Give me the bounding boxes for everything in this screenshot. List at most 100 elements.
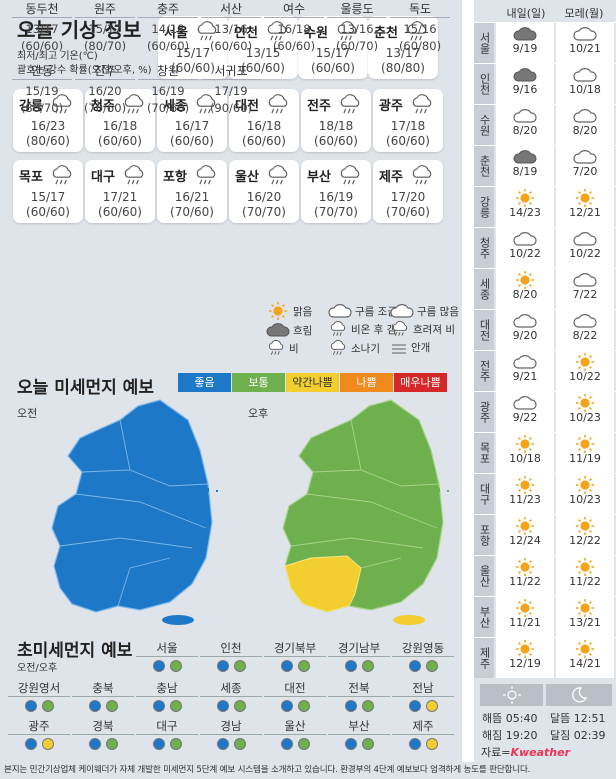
fine-dust-region: 대구 <box>136 718 198 753</box>
legend-label: 비온 후 갬 <box>351 323 397 336</box>
forecast-city: 전주 <box>474 351 494 391</box>
fine-dust-region: 대전 <box>264 680 326 715</box>
city-temp: 16/20 <box>246 190 282 204</box>
forecast-city: 포항 <box>474 515 494 555</box>
partly-cloudy-icon <box>556 230 614 248</box>
forecast-day1-temp: 9/16 <box>512 83 538 96</box>
forecast-day2: 8/20 <box>556 105 614 145</box>
sun-icon <box>556 640 614 658</box>
forecast-day1-temp: 12/19 <box>509 657 541 670</box>
main-panel: 오늘 기상 정보 최저/최고 기온(℃) 괄호는 강수 확률(오전/오후, %)… <box>0 0 462 762</box>
legend-label: 흐려져 비 <box>413 323 455 336</box>
forecast-row: 청주 10/22 10/22 <box>474 227 616 268</box>
footer-note: 본지는 민간기상업체 케이웨더가 자체 개발한 미세먼지 5단계 예보 시스템을… <box>0 762 616 779</box>
small-city-temp: 16/18 <box>277 22 311 36</box>
pm-label: 오후 <box>248 407 269 420</box>
rain-icon <box>49 94 79 118</box>
region-name: 제주 <box>392 718 454 735</box>
small-city-prob: (60/60) <box>272 39 316 53</box>
small-city-prob: (70/60) <box>83 101 127 115</box>
region-name: 세종 <box>200 680 262 697</box>
forecast-row: 대구 11/23 10/23 <box>474 473 616 514</box>
legend-item: 흐림 <box>266 321 312 339</box>
small-city-temp: 15/17 <box>88 22 122 36</box>
forecast-row: 목포 10/18 11/19 <box>474 432 616 473</box>
rain-clearing-icon <box>328 321 351 337</box>
forecast-row: 인천 9/16 10/18 <box>474 63 616 104</box>
am-dot <box>280 660 293 672</box>
city-card: 인천 13/15 (60/60) <box>228 16 298 79</box>
fine-dust-region: 인천 <box>200 640 262 675</box>
forecast-day1: 8/20 <box>496 105 554 145</box>
forecast-day2: 7/20 <box>556 146 614 186</box>
pm-dot <box>361 660 374 672</box>
forecast-city: 강릉 <box>474 187 494 227</box>
sun-icon <box>496 189 554 207</box>
legend-label: 안개 <box>411 342 431 354</box>
partly-cloudy-icon <box>328 302 355 320</box>
fine-dust-region: 부산 <box>328 718 390 753</box>
region-name: 서울 <box>136 640 198 657</box>
rain-icon <box>264 21 294 45</box>
forecast-day1: 11/23 <box>496 474 554 514</box>
forecast-day2: 10/21 <box>556 23 614 63</box>
fine-dust-region: 충북 <box>72 680 134 715</box>
small-city: 안동 15/19 (80/70) <box>12 62 72 117</box>
small-city-prob: (60/60) <box>146 39 190 53</box>
legend-label: 흐림 <box>293 324 313 337</box>
dust-level-1: 보통 <box>232 373 285 392</box>
forecast-row: 부산 11/21 13/21 <box>474 596 616 637</box>
city-name: 청주 <box>91 99 115 114</box>
legend-item: 안개 <box>390 340 430 355</box>
forecast-row: 전주 9/21 10/22 <box>474 350 616 391</box>
small-city-name: 여수 <box>264 0 324 18</box>
fine-dust-region: 세종 <box>200 680 262 715</box>
rain-icon <box>334 21 364 45</box>
city-temp: 15/17 <box>175 46 211 60</box>
city-prob: (70/70) <box>314 205 358 219</box>
small-city: 동두천 13/17 (60/60) <box>12 0 72 55</box>
rain-icon <box>266 340 289 356</box>
am-dot <box>408 660 421 672</box>
forecast-row: 수원 8/20 8/20 <box>474 104 616 145</box>
small-city-prob: (90/60) <box>209 101 253 115</box>
region-name: 부산 <box>328 718 390 735</box>
small-city-name: 독도 <box>390 0 450 18</box>
city-name: 제주 <box>379 170 403 185</box>
am-dot <box>88 738 101 750</box>
forecast-city: 서울 <box>474 23 494 63</box>
sun-icon <box>496 476 554 494</box>
forecast-city: 대전 <box>474 310 494 350</box>
forecast-day2-temp: 11/19 <box>569 452 601 465</box>
city-card: 대전 16/18 (60/60) <box>229 89 299 152</box>
small-city: 창원 16/19 (70/60) <box>138 62 198 117</box>
region-name: 경기북부 <box>264 640 326 657</box>
forecast-day2-temp: 7/22 <box>572 288 598 301</box>
small-city-prob: (80/70) <box>83 39 127 53</box>
forecast-day2-temp: 8/22 <box>572 329 598 342</box>
small-city-temp: 13/16 <box>214 22 248 36</box>
sun-icon <box>496 599 554 617</box>
am-dot <box>152 738 165 750</box>
am-dot <box>88 700 101 712</box>
forecast-day2-temp: 8/20 <box>572 124 598 137</box>
fine-dust-region: 전남 <box>392 680 454 715</box>
forecast-day1: 12/24 <box>496 515 554 555</box>
sun-icon <box>266 302 293 320</box>
city-name: 강릉 <box>19 99 43 114</box>
moonset: 달짐 02:39 <box>550 729 606 742</box>
forecast-row: 포항 12/24 12/22 <box>474 514 616 555</box>
forecast-day2: 12/22 <box>556 515 614 555</box>
am-dot <box>408 738 421 750</box>
city-card: 세종 16/17 (60/60) <box>157 89 227 152</box>
sun-icon <box>556 599 614 617</box>
small-city-temp: 13/17 <box>25 22 59 36</box>
am-dot <box>216 700 229 712</box>
forecast-day1-temp: 9/19 <box>512 42 538 55</box>
forecast-row: 춘천 8/19 7/20 <box>474 145 616 186</box>
rain-icon <box>193 94 223 118</box>
rain-icon <box>265 165 295 189</box>
partly-cloudy-icon <box>496 107 554 125</box>
pm-dot <box>41 738 54 750</box>
mostly-cloudy-icon <box>390 302 417 320</box>
